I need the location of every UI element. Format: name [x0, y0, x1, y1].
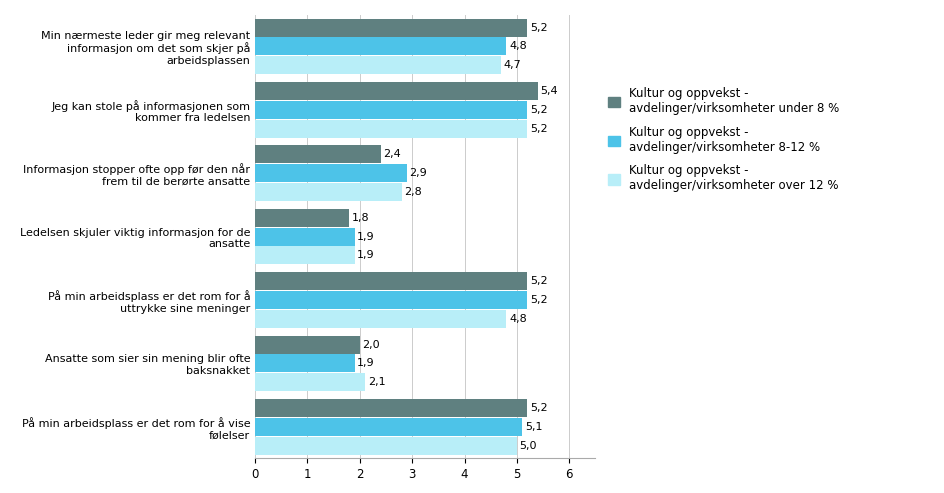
Bar [255, 120, 527, 138]
Bar [255, 246, 354, 264]
Text: 1,9: 1,9 [357, 358, 375, 368]
Text: 5,2: 5,2 [530, 276, 547, 286]
Bar [255, 373, 364, 391]
Bar [255, 291, 527, 309]
Bar [255, 228, 354, 246]
Bar [255, 209, 349, 227]
Bar [255, 56, 500, 74]
Bar [255, 437, 516, 455]
Text: 5,2: 5,2 [530, 295, 547, 305]
Bar [255, 19, 527, 36]
Text: 4,7: 4,7 [503, 60, 521, 70]
Text: 2,4: 2,4 [383, 149, 400, 159]
Bar [255, 336, 360, 353]
Bar [255, 37, 506, 56]
Bar [255, 354, 354, 372]
Text: 1,9: 1,9 [357, 232, 375, 242]
Text: 1,8: 1,8 [351, 213, 369, 223]
Text: 2,1: 2,1 [367, 377, 385, 387]
Bar [255, 310, 506, 328]
Text: 4,8: 4,8 [509, 314, 526, 324]
Legend: Kultur og oppvekst -
avdelinger/virksomheter under 8 %, Kultur og oppvekst -
avd: Kultur og oppvekst - avdelinger/virksomh… [607, 87, 838, 192]
Text: 2,8: 2,8 [404, 187, 422, 197]
Text: 2,9: 2,9 [409, 168, 427, 178]
Bar [255, 145, 380, 163]
Bar [255, 272, 527, 290]
Bar [255, 418, 521, 436]
Text: 5,2: 5,2 [530, 124, 547, 134]
Text: 4,8: 4,8 [509, 41, 526, 51]
Bar [255, 399, 527, 417]
Text: 5,4: 5,4 [540, 86, 557, 96]
Bar [255, 101, 527, 119]
Text: 5,2: 5,2 [530, 23, 547, 33]
Bar [255, 82, 537, 100]
Bar [255, 164, 407, 182]
Text: 5,2: 5,2 [530, 403, 547, 413]
Text: 5,1: 5,1 [524, 422, 542, 432]
Text: 2,0: 2,0 [362, 340, 379, 350]
Bar [255, 183, 401, 201]
Text: 1,9: 1,9 [357, 250, 375, 260]
Text: 5,2: 5,2 [530, 105, 547, 115]
Text: 5,0: 5,0 [519, 441, 536, 451]
